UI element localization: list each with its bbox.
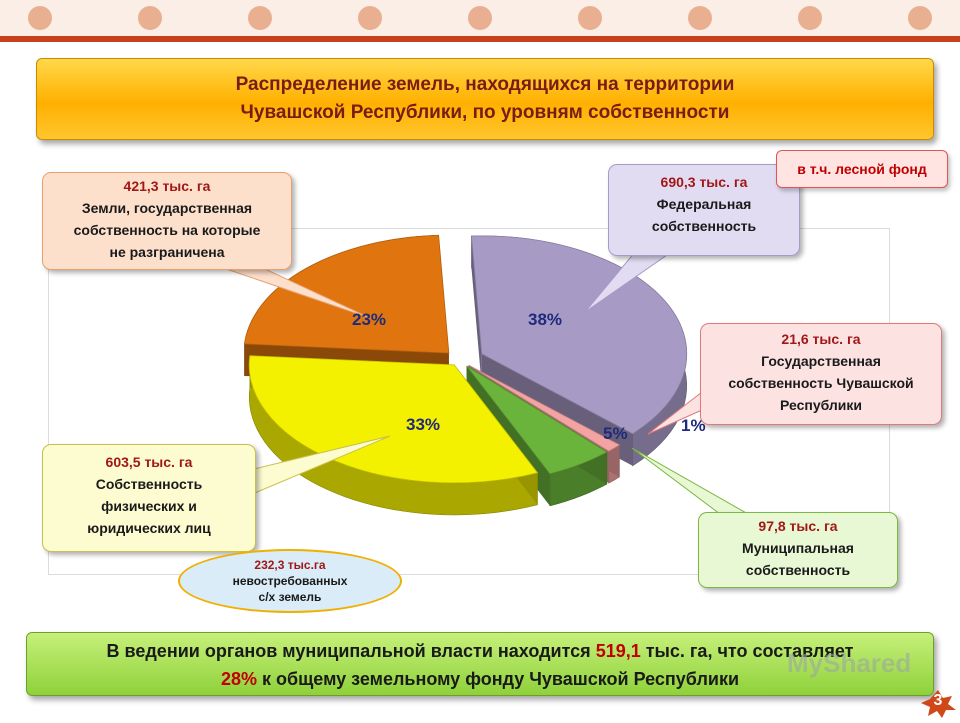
pie-slice-republic — [468, 364, 621, 452]
callout-individuals-value: 603,5 тыс. га — [105, 454, 193, 470]
pct-label-individuals: 33% — [406, 415, 441, 434]
unclaimed-land-oval: 232,3 тыс.га невостребованных с/х земель — [178, 549, 402, 613]
summary-line-2: 28% к общему земельному фонду Чувашской … — [27, 665, 933, 693]
summary-text-2: тыс. га, что составляет — [640, 641, 854, 661]
pie-slice-individuals — [248, 355, 539, 484]
callout-undelimited-text-2: собственность на которые — [73, 222, 261, 238]
summary-highlight-percent: 28% — [220, 669, 257, 689]
callout-republic: 21,6 тыс. га Государственная собственнос… — [700, 323, 942, 425]
unclaimed-land-text-2: с/х земель — [258, 590, 322, 604]
callout-undelimited-value: 421,3 тыс. га — [123, 178, 211, 194]
callout-undelimited-text-3: не разграничена — [109, 244, 225, 260]
page-number: 3 — [933, 692, 943, 709]
page-number-badge: 3 — [918, 688, 958, 718]
callout-municipal-text-2: собственность — [745, 562, 851, 578]
title-line-1: Распределение земель, находящихся на тер… — [235, 74, 735, 95]
pct-label-undelimited: 23% — [352, 310, 387, 329]
summary-text-1: В ведении органов муниципальной власти н… — [106, 641, 596, 661]
callout-republic-text-2: собственность Чувашской — [728, 375, 914, 391]
pie-slice-municipal — [466, 365, 608, 475]
unclaimed-land-text-1: невостребованных — [232, 574, 348, 588]
pie-slice-undelimited — [244, 234, 450, 354]
callout-republic-text-3: Республики — [779, 397, 863, 413]
pie-slice-federal — [471, 235, 688, 435]
callout-republic-value: 21,6 тыс. га — [781, 331, 861, 347]
callout-federal-value: 690,3 тыс. га — [660, 174, 748, 190]
title-box: Распределение земель, находящихся на тер… — [36, 58, 934, 140]
pct-label-municipal: 5% — [603, 424, 628, 443]
pct-label-republic: 1% — [681, 416, 706, 435]
summary-text-3: к общему земельному фонду Чувашской Респ… — [256, 669, 740, 689]
callout-municipal: 97,8 тыс. га Муниципальная собственность — [698, 512, 898, 588]
callout-municipal-value: 97,8 тыс. га — [758, 518, 838, 534]
callout-federal: 690,3 тыс. га Федеральная собственность — [608, 164, 800, 256]
pct-label-federal: 38% — [528, 310, 563, 329]
summary-highlight-area: 519,1 — [595, 641, 641, 661]
watermark-logo: MyShared — [787, 648, 912, 678]
callout-individuals-text-2: физических и — [101, 498, 197, 514]
callout-federal-text-2: собственность — [651, 218, 757, 234]
summary-box: В ведении органов муниципальной власти н… — [26, 632, 934, 696]
callout-republic-text-1: Государственная — [761, 353, 881, 369]
page-number-star-icon — [921, 690, 956, 718]
ornament-banner — [0, 0, 960, 42]
callout-individuals: 603,5 тыс. га Собственность физических и… — [42, 444, 256, 552]
callout-municipal-text-1: Муниципальная — [742, 540, 854, 556]
unclaimed-land-value: 232,3 тыс.га — [254, 558, 326, 572]
callout-undelimited-text-1: Земли, государственная — [81, 200, 253, 216]
callout-individuals-text-1: Собственность — [95, 476, 203, 492]
summary-line-1: В ведении органов муниципальной власти н… — [27, 637, 933, 665]
forest-fund-note: в т.ч. лесной фонд — [776, 150, 948, 188]
callout-undelimited: 421,3 тыс. га Земли, государственная соб… — [42, 172, 292, 270]
callout-federal-text-1: Федеральная — [656, 196, 752, 212]
title-line-2: Чувашской Республики, по уровням собстве… — [240, 102, 730, 123]
callout-individuals-text-3: юридических лиц — [87, 520, 211, 536]
pointer-municipal — [631, 447, 750, 515]
